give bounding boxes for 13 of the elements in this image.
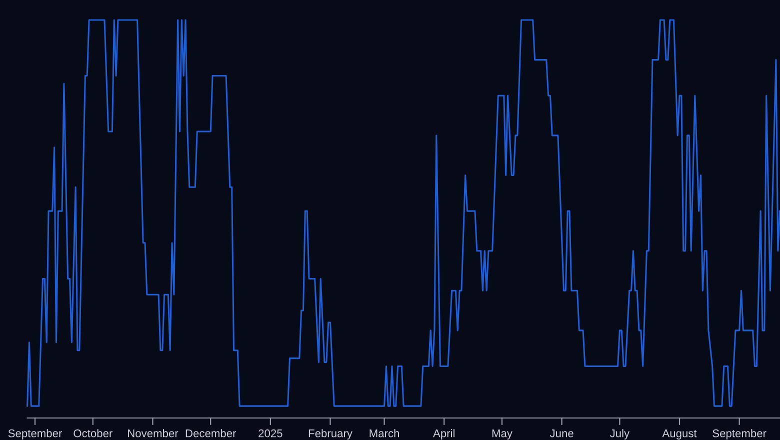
x-tick-label: June: [550, 430, 574, 438]
x-tick-label: February: [308, 429, 352, 440]
x-tick-label: October: [74, 429, 112, 438]
x-tick-label: August: [662, 430, 697, 440]
x-tick-label: December: [186, 429, 236, 438]
x-tick-label: March: [370, 429, 399, 438]
x-tick-label: 2025: [258, 429, 282, 438]
x-tick-label: May: [492, 430, 512, 440]
x-tick-label: April: [433, 429, 454, 440]
x-tick-label: September: [8, 429, 62, 440]
x-tick-label: November: [128, 429, 178, 438]
x-tick-label: July: [610, 429, 630, 440]
x-tick-label: September: [712, 429, 766, 440]
